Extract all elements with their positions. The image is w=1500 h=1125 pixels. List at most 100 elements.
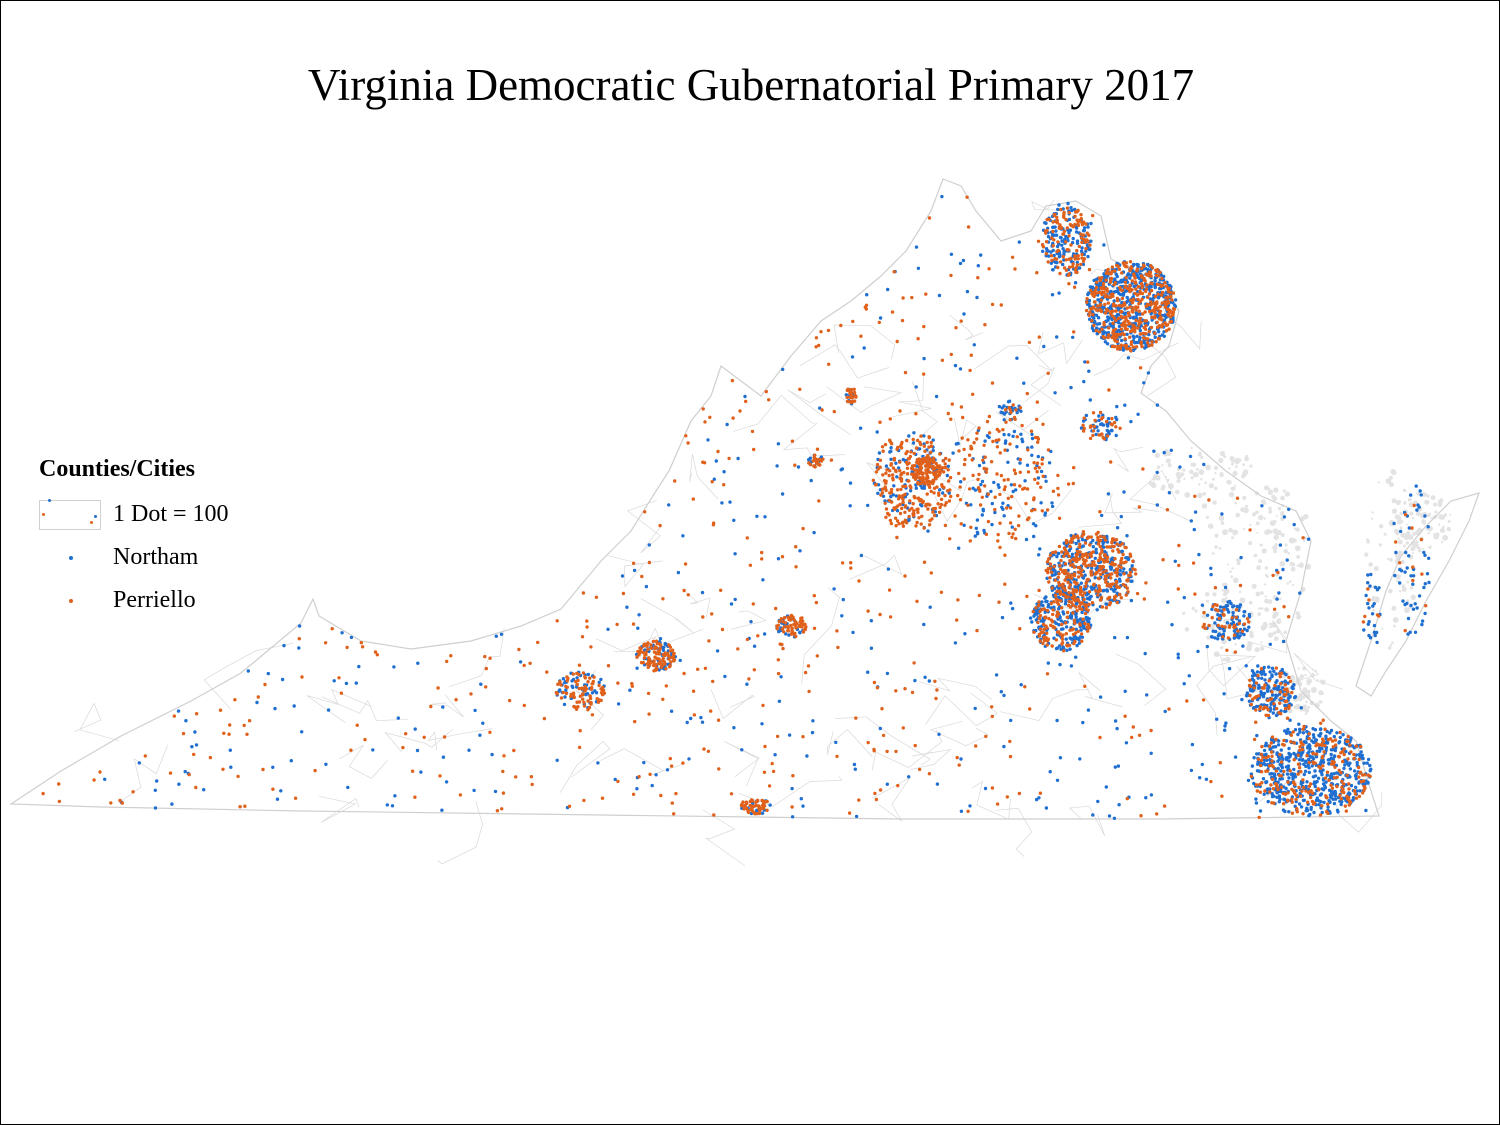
perriello-dot: [1119, 559, 1123, 563]
perriello-dot: [1067, 591, 1071, 595]
perriello-dot: [957, 763, 961, 767]
water-mark: [1381, 627, 1384, 630]
perriello-dot: [1238, 583, 1243, 588]
water-mark: [1299, 516, 1306, 522]
northam-dot: [1007, 433, 1011, 437]
perriello-dot: [1147, 292, 1152, 296]
northam-dot: [1094, 547, 1098, 551]
northam-dot: [773, 753, 777, 757]
northam-dot: [1418, 489, 1422, 493]
perriello-dot: [1287, 675, 1291, 680]
water-mark: [1438, 523, 1441, 526]
water-mark: [1174, 489, 1180, 495]
perriello-dot: [1252, 686, 1257, 690]
northam-dot: [805, 754, 809, 758]
perriello-dot: [555, 619, 559, 623]
northam-dot: [676, 570, 681, 575]
perriello-dot: [1218, 761, 1223, 765]
northam-dot: [1144, 343, 1148, 348]
perriello-dot: [1131, 345, 1136, 349]
northam-dot: [555, 758, 559, 762]
northam-dot: [1075, 637, 1080, 641]
northam-dot: [1272, 794, 1276, 798]
perriello-dot: [1283, 683, 1288, 687]
perriello-dot: [836, 645, 840, 650]
northam-dot: [1300, 757, 1305, 762]
perriello-dot: [1066, 482, 1071, 486]
perriello-dot: [118, 798, 122, 803]
perriello-dot: [664, 684, 668, 688]
perriello-dot: [228, 723, 232, 727]
perriello-dot: [866, 740, 870, 745]
perriello-dot: [1368, 774, 1372, 778]
perriello-dot: [1249, 702, 1254, 707]
perriello-dot: [1158, 270, 1162, 275]
water-mark: [1411, 516, 1415, 520]
perriello-dot: [1107, 326, 1111, 330]
northam-dot: [1216, 613, 1220, 617]
county-boundary-line: [866, 462, 962, 492]
perriello-dot: [1083, 541, 1088, 545]
northam-dot: [1423, 514, 1427, 518]
perriello-dot: [1298, 745, 1302, 749]
northam-dot: [599, 677, 603, 682]
county-boundary-line: [689, 453, 719, 500]
northam-dot: [859, 553, 864, 558]
water-mark: [1214, 533, 1219, 538]
water-mark: [1230, 575, 1234, 579]
perriello-dot: [1087, 267, 1092, 272]
northam-dot: [1080, 635, 1085, 639]
perriello-dot: [1060, 550, 1064, 554]
perriello-dot: [1062, 212, 1066, 216]
perriello-dot: [1106, 309, 1110, 313]
perriello-dot: [1248, 528, 1252, 532]
northam-dot: [941, 491, 945, 495]
perriello-dot: [1073, 254, 1077, 258]
northam-dot: [1420, 622, 1424, 627]
northam-dot: [1319, 792, 1324, 796]
perriello-dot: [1234, 608, 1239, 612]
northam-dot: [1077, 539, 1081, 543]
northam-dot: [976, 532, 980, 536]
northam-dot: [1311, 733, 1316, 737]
water-mark: [1272, 545, 1278, 551]
perriello-dot: [1034, 606, 1038, 610]
northam-dot: [1287, 751, 1291, 756]
northam-dot: [1086, 225, 1090, 229]
perriello-dot: [1066, 580, 1070, 584]
perriello-dot: [1318, 766, 1323, 770]
water-mark: [1306, 681, 1311, 686]
northam-dot: [1116, 307, 1121, 311]
water-mark: [1309, 700, 1315, 706]
northam-dot: [354, 681, 358, 685]
perriello-dot: [1270, 777, 1275, 781]
northam-dot: [1053, 225, 1057, 229]
perriello-dot: [1056, 240, 1060, 244]
perriello-dot: [1037, 335, 1042, 339]
perriello-dot: [1115, 600, 1120, 605]
perriello-dot: [1130, 735, 1134, 740]
perriello-dot: [1120, 304, 1124, 308]
perriello-dot: [1133, 280, 1138, 284]
northam-dot: [1086, 254, 1090, 259]
perriello-dot: [1220, 794, 1224, 798]
perriello-dot: [1259, 758, 1264, 763]
perriello-dot: [495, 809, 500, 813]
water-mark: [1221, 589, 1225, 592]
northam-dot: [1200, 603, 1205, 607]
perriello-dot: [878, 420, 882, 424]
northam-dot: [973, 534, 977, 538]
water-mark: [1229, 570, 1232, 573]
perriello-dot: [1297, 748, 1302, 752]
perriello-dot: [355, 723, 359, 727]
perriello-dot: [1120, 296, 1125, 301]
perriello-dot: [1100, 327, 1104, 331]
perriello-dot: [1075, 549, 1080, 554]
perriello-dot: [1088, 243, 1092, 247]
perriello-dot: [1128, 305, 1132, 309]
perriello-dot: [1056, 630, 1061, 634]
northam-dot: [962, 523, 966, 527]
northam-dot: [777, 699, 782, 703]
perriello-dot: [1047, 580, 1051, 584]
perriello-dot: [708, 415, 712, 419]
